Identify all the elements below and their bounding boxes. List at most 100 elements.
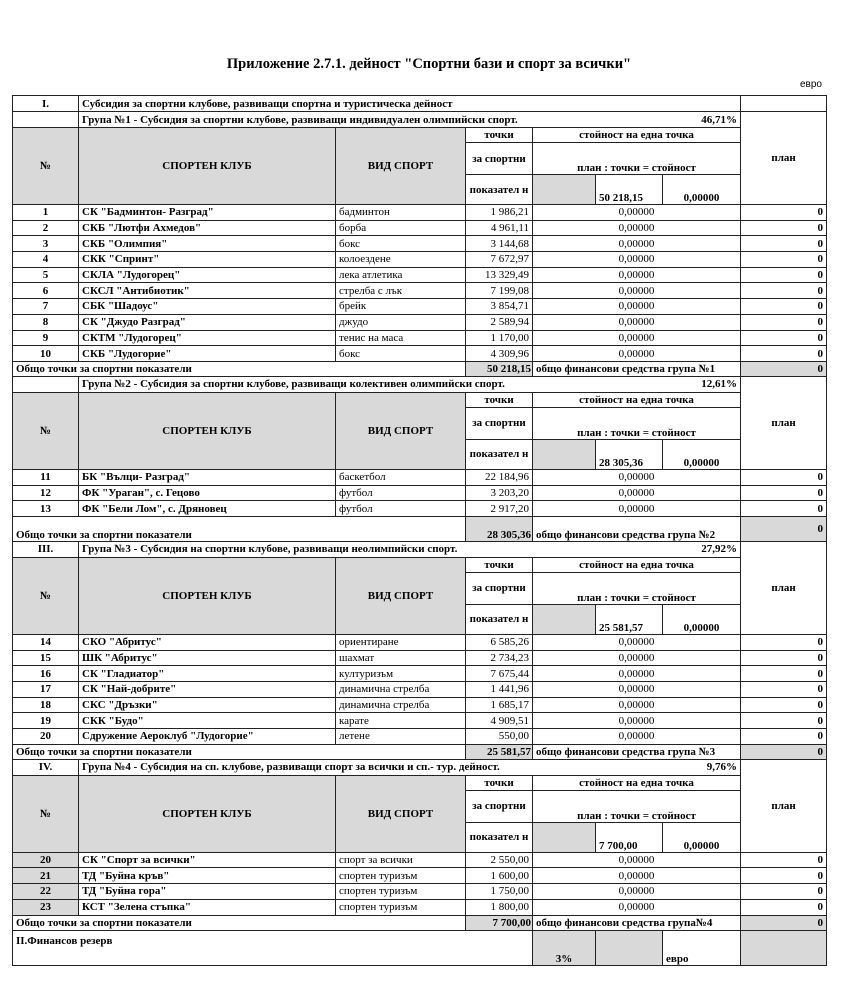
table-row: 3 СКБ "Олимпия" бокс 3 144,68 0,00000 0 bbox=[12, 235, 828, 253]
group-title: Група №4 - Субсидия на сп. клубове, разв… bbox=[77, 758, 742, 776]
club-name: ФК "Бели Лом", с. Дряновец bbox=[78, 500, 336, 517]
points-value: 4 909,51 bbox=[465, 712, 533, 730]
club-name: ШК "Абритус" bbox=[78, 649, 336, 667]
points-value: 3 203,20 bbox=[465, 484, 533, 502]
group-total-row: Общо точки за спортни показатели 50 218,… bbox=[12, 360, 828, 377]
table-row: 7 СБК "Шадоус" брейк 3 854,71 0,00000 0 bbox=[12, 298, 828, 315]
total-plan-value: 0 bbox=[740, 360, 828, 377]
total-funds-label: общо финансови средства група№4 bbox=[531, 914, 742, 931]
points-header-line1: точки bbox=[465, 556, 533, 573]
table-row: 10 СКБ "Лудогорие" бокс 4 309,96 0,00000… bbox=[12, 345, 828, 362]
section-number: I. bbox=[12, 95, 79, 112]
sport-type: бокс bbox=[335, 345, 466, 362]
point-value: 0,00000 bbox=[531, 468, 742, 486]
group-point-value: 0,00000 bbox=[661, 603, 742, 635]
row-number: 10 bbox=[12, 345, 79, 362]
total-funds-label: общо финансови средства група №1 bbox=[531, 360, 742, 377]
point-value: 0,00000 bbox=[531, 665, 742, 682]
club-name: КСТ "Зелена стъпка" bbox=[78, 898, 336, 916]
club-name: СКЛА "Лудогорец" bbox=[78, 266, 336, 284]
number-header: № bbox=[12, 556, 79, 635]
sport-type: спортен туризъм bbox=[335, 898, 466, 916]
club-name: Сдружение Аероклуб "Лудогорие" bbox=[78, 728, 336, 745]
currency-unit: евро bbox=[800, 79, 822, 90]
total-funds-label: общо финансови средства група №2 bbox=[531, 515, 742, 542]
table-row: 17 СК "Най-добрите" динамична стрелба 1 … bbox=[12, 681, 828, 698]
total-plan-value: 0 bbox=[740, 743, 828, 760]
points-value: 2 550,00 bbox=[465, 851, 533, 869]
header-row: за спортни план : точки = стойност bbox=[13, 406, 827, 440]
points-header-line1: точки bbox=[465, 774, 533, 791]
plan-value: 0 bbox=[740, 266, 828, 284]
table-row: 14 СКО "Абритус" ориентиране 6 585,26 0,… bbox=[12, 633, 828, 651]
table-row: 16 СК "Гладиатор" културизъм 7 675,44 0,… bbox=[12, 665, 828, 682]
plan-value: 0 bbox=[740, 898, 828, 916]
club-header: СПОРТЕН КЛУБ bbox=[78, 556, 336, 635]
sport-type: спортен туризъм bbox=[335, 867, 466, 885]
plan-value: 0 bbox=[740, 282, 828, 300]
group-percent: 46,71% bbox=[701, 113, 738, 126]
empty-cell bbox=[532, 821, 596, 853]
group-title-row: Група №2 - Субсидия за спортни клубове, … bbox=[12, 375, 828, 470]
group-points-total: 50 218,15 bbox=[595, 174, 663, 205]
sport-type: колоездене bbox=[335, 251, 466, 268]
header-row: показател н 7 700,00 0,00000 bbox=[13, 821, 827, 853]
points-value: 1 600,00 bbox=[465, 867, 533, 885]
group-points-total: 28 305,36 bbox=[595, 438, 663, 470]
row-number: 17 bbox=[12, 681, 79, 698]
row-number: 16 bbox=[12, 665, 79, 682]
plan-value: 0 bbox=[740, 883, 828, 900]
group-title: Група №2 - Субсидия за спортни клубове, … bbox=[77, 375, 742, 393]
sport-header: ВИД СПОРТ bbox=[335, 127, 466, 205]
point-value: 0,00000 bbox=[531, 282, 742, 300]
plan-value: 0 bbox=[740, 665, 828, 682]
sport-type: баскетбол bbox=[335, 468, 466, 486]
sport-type: футбол bbox=[335, 500, 466, 517]
group-total-row: Общо точки за спортни показатели 7 700,0… bbox=[12, 914, 828, 931]
point-value: 0,00000 bbox=[531, 696, 742, 714]
table-row: 13 ФК "Бели Лом", с. Дряновец футбол 2 9… bbox=[12, 500, 828, 517]
club-name: СКТМ "Лудогорец" bbox=[78, 329, 336, 347]
formula-header: план : точки = стойност bbox=[531, 789, 742, 823]
table-row: 9 СКТМ "Лудогорец" тенис на маса 1 170,0… bbox=[12, 329, 828, 347]
sport-type: ориентиране bbox=[335, 633, 466, 651]
table-row: 20 Сдружение Аероклуб "Лудогорие" летене… bbox=[12, 728, 828, 745]
empty-cell bbox=[595, 929, 663, 966]
points-value: 1 750,00 bbox=[465, 883, 533, 900]
point-value: 0,00000 bbox=[531, 898, 742, 916]
group-percent: 9,76% bbox=[706, 761, 738, 774]
points-value: 1 170,00 bbox=[465, 329, 533, 347]
points-value: 1 685,17 bbox=[465, 696, 533, 714]
table-row: 19 СКК "Будо" карате 4 909,51 0,00000 0 bbox=[12, 712, 828, 730]
plan-value: 0 bbox=[740, 851, 828, 869]
table-row: 23 КСТ "Зелена стъпка" спортен туризъм 1… bbox=[12, 898, 828, 916]
group-title: Група №1 - Субсидия за спортни клубове, … bbox=[77, 111, 742, 128]
plan-header: план bbox=[740, 758, 828, 853]
points-value: 6 585,26 bbox=[465, 633, 533, 651]
sport-type: джудо bbox=[335, 313, 466, 331]
point-value: 0,00000 bbox=[531, 712, 742, 730]
point-value: 0,00000 bbox=[531, 251, 742, 268]
row-number: 20 bbox=[12, 851, 79, 869]
reserve-unit: евро bbox=[661, 929, 742, 966]
group-title-text: Група №4 - Субсидия на сп. клубове, разв… bbox=[82, 761, 500, 774]
club-name: СКК "Спринт" bbox=[78, 251, 336, 268]
row-number: 11 bbox=[12, 468, 79, 486]
reserve-percent: 3% bbox=[532, 929, 596, 966]
row-number: 15 bbox=[12, 649, 79, 667]
points-value: 7 672,97 bbox=[465, 251, 533, 268]
points-value: 4 309,96 bbox=[465, 345, 533, 362]
points-value: 3 854,71 bbox=[465, 298, 533, 315]
point-value: 0,00000 bbox=[531, 266, 742, 284]
point-value: 0,00000 bbox=[531, 345, 742, 362]
row-number: 4 bbox=[12, 251, 79, 268]
group-total-row: Общо точки за спортни показатели 25 581,… bbox=[12, 743, 828, 760]
plan-value: 0 bbox=[740, 329, 828, 347]
row-number: 7 bbox=[12, 298, 79, 315]
plan-value: 0 bbox=[740, 484, 828, 502]
row-number: 20 bbox=[12, 728, 79, 745]
header-row: № СПОРТЕН КЛУБ ВИД СПОРТ точки стойност … bbox=[12, 391, 827, 470]
sport-type: тенис на маса bbox=[335, 329, 466, 347]
total-plan-value: 0 bbox=[740, 914, 828, 931]
plan-value: 0 bbox=[740, 219, 828, 237]
